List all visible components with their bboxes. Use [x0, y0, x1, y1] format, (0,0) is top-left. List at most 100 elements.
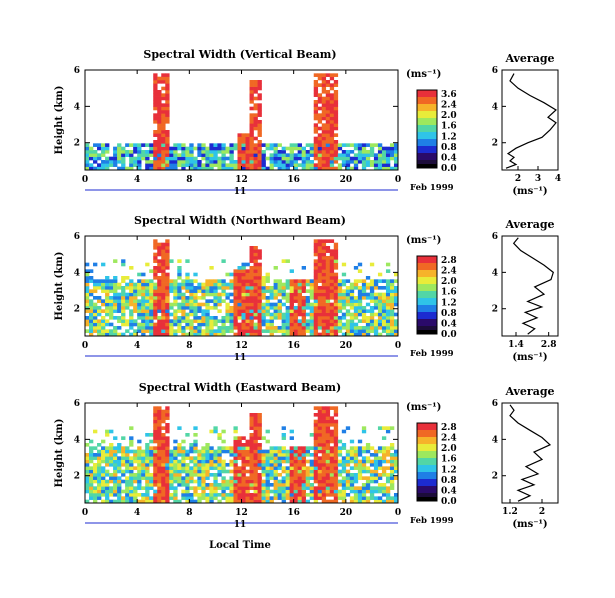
heatmap-cells [85, 239, 399, 337]
profile-frame [501, 402, 559, 504]
x-tick-label: 4 [134, 341, 140, 351]
day-label: 11 [234, 187, 247, 197]
profile-title: Average [504, 52, 554, 65]
y-tick-label: 6 [74, 66, 80, 76]
profile-x-tick-label: 2 [539, 507, 545, 517]
colorbar-swatch [417, 118, 437, 126]
colorbar-swatch [417, 125, 437, 133]
colorbar-frame [416, 422, 438, 502]
colorbar-tick-label: 1.6 [441, 455, 457, 465]
colorbar-swatch [417, 305, 437, 313]
date-label: Feb 1999 [410, 349, 454, 359]
colorbar-swatch [417, 291, 437, 299]
profile-x-tick-label: 2.8 [541, 340, 557, 350]
colorbar-swatch [417, 164, 437, 168]
x-tick-label: 12 [235, 341, 248, 351]
colorbar [416, 89, 438, 169]
profile-frame [501, 235, 559, 337]
x-tick-label: 8 [186, 341, 192, 351]
panel-1: Spectral Width (Vertical Beam)0 4 8 12 16 20 0… [54, 48, 561, 197]
panel-2: Spectral Width (Northward Beam)0 4 8 12 16 20… [54, 214, 559, 363]
profile-x-tick-label: 1.2 [502, 507, 518, 517]
colorbar-tick-label: 0.0 [441, 330, 457, 340]
profile-x-tick-label: 3 [535, 174, 541, 184]
colorbar-swatch [417, 160, 437, 164]
colorbar-swatch [417, 90, 437, 98]
colorbar-tick-label: 0.8 [441, 476, 457, 486]
colorbar-swatch [417, 97, 437, 105]
x-tick-label: 12 [235, 508, 248, 518]
colorbar-swatch [417, 277, 437, 285]
colorbar-frame [416, 89, 438, 169]
profile-x-label: (ms⁻¹) [512, 519, 547, 530]
colorbar-swatch [417, 284, 437, 292]
profile-line [509, 404, 552, 502]
colorbar-swatch [417, 256, 437, 264]
panel-title: Spectral Width (Vertical Beam) [143, 48, 336, 61]
colorbar [416, 422, 438, 502]
profile-y-tick-label: 2 [492, 139, 498, 149]
y-axis-label: Height (km) [54, 252, 65, 321]
colorbar-tick-label: 2.4 [441, 101, 457, 111]
date-label: Feb 1999 [410, 183, 454, 193]
profile-y-tick-label: 6 [492, 399, 498, 409]
colorbar-swatch [417, 330, 437, 334]
colorbar-tick-label: 0.4 [441, 319, 457, 329]
x-tick-label: 16 [287, 508, 300, 518]
x-tick-label: 20 [340, 508, 353, 518]
profile-x-label: (ms⁻¹) [512, 186, 547, 197]
colorbar-tick-label: 2.0 [441, 277, 457, 287]
y-tick-label: 4 [74, 268, 80, 278]
colorbar-swatch [417, 451, 437, 459]
colorbar-swatch [417, 458, 437, 466]
profile-x-tick-label: 2 [515, 174, 521, 184]
colorbar-tick-label: 0.4 [441, 486, 457, 496]
profile-x-tick-label: 1.4 [508, 340, 524, 350]
y-tick-label: 4 [74, 102, 80, 112]
colorbar-swatch [417, 298, 437, 306]
y-axis-label: Height (km) [54, 86, 65, 155]
y-axis-label: Height (km) [54, 419, 65, 488]
colorbar-tick-label: 1.6 [441, 288, 457, 298]
colorbar-unit: (ms⁻¹) [406, 402, 441, 413]
colorbar-frame [416, 255, 438, 335]
x-tick-label: 4 [134, 508, 140, 518]
profile-y-tick-label: 4 [492, 435, 498, 445]
colorbar-unit: (ms⁻¹) [406, 235, 441, 246]
colorbar-swatch [417, 263, 437, 271]
profile-y-tick-label: 6 [492, 232, 498, 242]
profile-title: Average [504, 218, 554, 231]
panel-title: Spectral Width (Eastward Beam) [139, 381, 341, 394]
profile-x-tick-label: 4 [555, 174, 561, 184]
colorbar-tick-label: 1.2 [441, 298, 457, 308]
x-axis-label: Local Time [209, 540, 271, 551]
x-tick-label: 0 [82, 508, 88, 518]
y-tick-label: 4 [74, 435, 80, 445]
x-tick-label: 20 [340, 175, 353, 185]
colorbar-swatch [417, 139, 437, 147]
profile-frame [501, 69, 559, 171]
colorbar-tick-label: 1.2 [441, 465, 457, 475]
colorbar-swatch [417, 146, 437, 154]
x-tick-label: 0 [82, 341, 88, 351]
profile-title: Average [504, 385, 554, 398]
colorbar-swatch [417, 319, 437, 327]
x-tick-label: 16 [287, 341, 300, 351]
colorbar-tick-label: 1.6 [441, 122, 457, 132]
x-tick-label: 12 [235, 175, 248, 185]
heatmap-cells [85, 73, 399, 171]
colorbar-swatch [417, 111, 437, 119]
x-tick-label: 0 [395, 175, 401, 185]
colorbar-tick-label: 0.0 [441, 497, 457, 507]
colorbar [416, 255, 438, 335]
colorbar-swatch [417, 326, 437, 330]
profile-x-label: (ms⁻¹) [512, 352, 547, 363]
colorbar-swatch [417, 479, 437, 487]
colorbar-tick-label: 0.8 [441, 309, 457, 319]
panel-title: Spectral Width (Northward Beam) [134, 214, 346, 227]
colorbar-tick-label: 3.6 [441, 90, 457, 100]
colorbar-tick-label: 0.0 [441, 164, 457, 174]
heatmap-cells [85, 406, 399, 504]
colorbar-tick-label: 0.8 [441, 143, 457, 153]
colorbar-swatch [417, 153, 437, 161]
